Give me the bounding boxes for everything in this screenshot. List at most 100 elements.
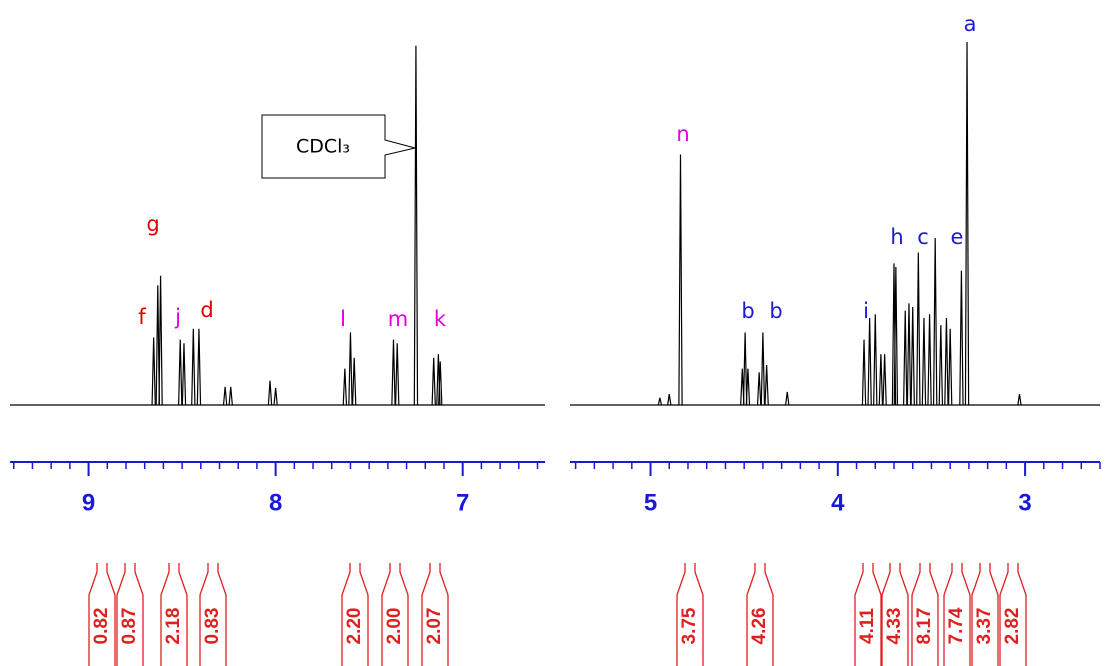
peak-label: b xyxy=(769,299,782,323)
integral-bracket xyxy=(746,563,774,666)
peak xyxy=(657,397,663,406)
peak xyxy=(742,332,748,406)
peak xyxy=(431,357,436,406)
peak xyxy=(764,365,769,406)
integral-value: 4.33 xyxy=(884,608,905,645)
integral-bracket xyxy=(381,563,409,666)
peak xyxy=(785,391,790,406)
peak xyxy=(178,339,183,406)
peak-label: j xyxy=(174,305,181,329)
x-tick-label: 7 xyxy=(456,489,469,516)
peak xyxy=(391,339,396,406)
peak xyxy=(155,285,160,406)
integral-bracket xyxy=(88,563,116,666)
peak xyxy=(878,354,884,406)
x-tick-label: 8 xyxy=(269,489,282,516)
peak-label: d xyxy=(200,298,213,322)
integral-bracket xyxy=(421,563,449,666)
integral-bracket xyxy=(116,563,144,666)
peak xyxy=(267,380,273,406)
peak xyxy=(861,339,867,406)
x-tick-label: 5 xyxy=(644,489,657,516)
integral-bracket xyxy=(199,563,227,666)
integral-value: 0.83 xyxy=(202,608,223,645)
peak xyxy=(667,394,672,406)
peak xyxy=(873,314,878,406)
peak xyxy=(910,306,915,406)
peak xyxy=(1017,394,1022,406)
integral-value: 2.00 xyxy=(384,608,405,645)
peak xyxy=(191,328,196,406)
peak xyxy=(745,368,751,406)
peak xyxy=(760,332,766,406)
x-tick-label: 9 xyxy=(82,489,95,516)
integral-value: 2.82 xyxy=(1002,608,1023,645)
peak-label: m xyxy=(388,307,408,331)
integral-value: 7.74 xyxy=(946,607,967,644)
peak xyxy=(938,325,944,406)
peak xyxy=(944,317,949,406)
peak xyxy=(882,354,887,406)
peak xyxy=(151,337,156,406)
integral-value: 2.07 xyxy=(424,608,445,645)
integral-value: 4.11 xyxy=(857,608,878,644)
peak xyxy=(678,154,683,406)
x-tick-label: 4 xyxy=(831,489,845,516)
integral-bracket xyxy=(881,563,909,666)
peak xyxy=(947,328,953,406)
peak xyxy=(228,386,233,406)
integral-value: 0.82 xyxy=(91,608,112,645)
x-tick-label: 3 xyxy=(1018,489,1031,516)
peak-label: a xyxy=(964,12,977,36)
integral-bracket xyxy=(160,563,188,666)
integral-value: 8.17 xyxy=(914,608,935,645)
peak-label: c xyxy=(917,225,929,249)
peak xyxy=(932,238,938,406)
peak-label: f xyxy=(138,305,146,329)
peak xyxy=(273,387,278,406)
callout-text: CDCl₃ xyxy=(296,136,350,158)
integral-bracket xyxy=(341,563,369,666)
peak xyxy=(756,372,762,406)
integral-bracket xyxy=(676,563,704,666)
callout-box xyxy=(261,114,416,179)
peak xyxy=(916,252,921,406)
integral-value: 4.26 xyxy=(749,608,770,645)
peak xyxy=(867,317,872,406)
integral-bracket xyxy=(999,563,1027,666)
peak xyxy=(927,314,932,406)
integral-bracket xyxy=(854,563,882,666)
peak xyxy=(903,310,908,406)
peak-label: e xyxy=(951,225,964,249)
peak xyxy=(395,343,400,406)
peak-label: n xyxy=(676,122,689,146)
peak xyxy=(158,275,163,406)
integral-value: 2.20 xyxy=(344,608,365,645)
integral-bracket xyxy=(943,563,971,666)
integral-value: 3.75 xyxy=(679,607,700,644)
peak xyxy=(906,303,912,406)
integral-value: 0.87 xyxy=(119,608,140,645)
peak xyxy=(342,368,348,406)
integral-bracket xyxy=(971,563,999,666)
peak-label: b xyxy=(741,299,754,323)
peak xyxy=(959,270,964,406)
integral-value: 2.18 xyxy=(163,608,184,645)
peak xyxy=(438,361,443,406)
peak xyxy=(921,317,927,406)
callout: CDCl₃ xyxy=(261,114,416,179)
peak-label: k xyxy=(434,307,447,331)
peak xyxy=(348,332,353,406)
peak-label: g xyxy=(146,212,159,236)
integral-bracket xyxy=(911,563,939,666)
peak xyxy=(222,386,228,406)
peak xyxy=(351,357,357,406)
peak-label: h xyxy=(890,225,903,249)
peak xyxy=(413,45,419,406)
peak xyxy=(964,41,970,406)
peak xyxy=(181,343,187,406)
peak xyxy=(196,328,202,406)
peak xyxy=(893,267,899,406)
peak-label: i xyxy=(863,299,869,323)
